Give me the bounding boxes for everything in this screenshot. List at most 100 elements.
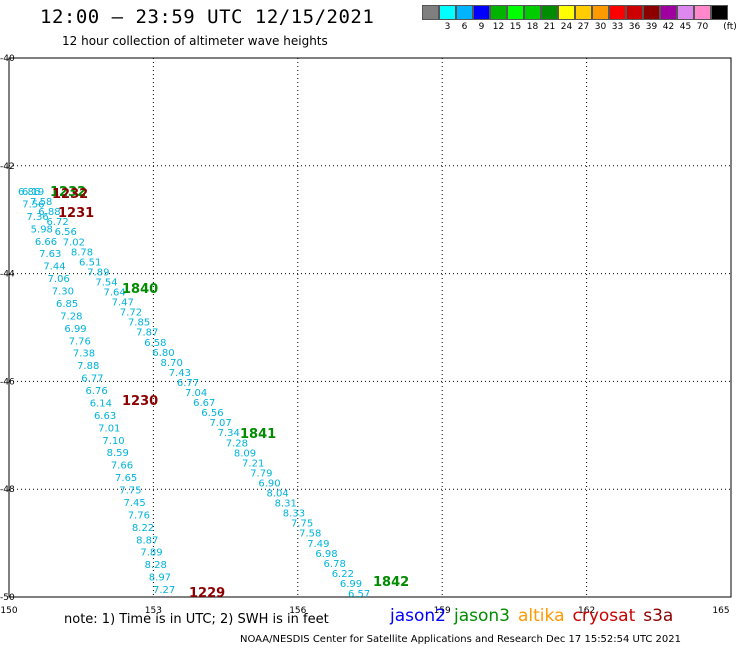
swh-value-track-b: 7.34 — [218, 428, 240, 439]
color-legend — [422, 5, 728, 20]
legend-tick-label: 27 — [577, 22, 590, 32]
legend-tick-label: 6 — [461, 22, 468, 32]
legend-tick-label: 18 — [526, 22, 539, 32]
pass-time-label: 1232 — [50, 185, 86, 200]
swh-value-track-b: 7.87 — [136, 328, 158, 339]
swh-value-track-a: 7.06 — [48, 274, 70, 285]
swh-value-track-b: 7.04 — [185, 388, 207, 399]
swh-value-track-b: 7.89 — [87, 267, 109, 278]
pass-time-label: 1229 — [189, 586, 225, 601]
lat-tick-label: -42 — [0, 162, 15, 172]
swh-value-track-a: 7.88 — [77, 361, 99, 372]
legend-tick-label: 39 — [645, 22, 658, 32]
swh-value-track-a: 7.66 — [111, 461, 133, 472]
swh-value-track-a: 8.59 — [107, 448, 129, 459]
swh-value-track-a: 7.36 — [26, 212, 48, 223]
swh-value-track-b: 8.78 — [71, 247, 93, 258]
legend-swatch — [422, 5, 439, 20]
lon-tick-label: 156 — [289, 606, 306, 616]
lon-tick-label: 162 — [578, 606, 595, 616]
lon-tick-label: 153 — [145, 606, 162, 616]
satellite-label-s3a: s3a — [643, 606, 674, 626]
legend-tick-label: 33 — [611, 22, 624, 32]
pass-time-label: 1230 — [122, 394, 158, 409]
swh-value-track-a: 7.65 — [115, 473, 137, 484]
legend-swatch — [643, 5, 660, 20]
swh-value-track-a: 7.76 — [69, 336, 91, 347]
swh-value-track-b: 7.85 — [128, 318, 150, 329]
legend-swatch — [677, 5, 694, 20]
swh-value-track-a: 7.30 — [52, 287, 74, 298]
legend-tick-label: 3 — [444, 22, 451, 32]
swh-value-track-b: 6.51 — [79, 257, 101, 268]
swh-value-track-a: 7.10 — [102, 436, 124, 447]
swh-value-track-b: 8.31 — [275, 499, 297, 510]
swh-value-track-a: 6.77 — [81, 374, 103, 385]
swh-value-track-a: 7.63 — [39, 249, 61, 260]
pass-time-label: 1232 — [52, 187, 88, 202]
lat-tick-label: -46 — [0, 377, 15, 387]
legend-swatch — [456, 5, 473, 20]
swh-value-track-b: 7.72 — [120, 308, 142, 319]
legend-tick-label: 70 — [696, 22, 709, 32]
swh-value-track-b: 6.72 — [46, 217, 68, 228]
satellite-key: jason2 jason3 altika cryosat s3a — [390, 606, 681, 626]
legend-swatch — [558, 5, 575, 20]
pass-time-label: 1840 — [122, 282, 158, 297]
swh-value-track-b: 6.88 — [38, 207, 60, 218]
swh-value-track-a: 7.76 — [128, 510, 150, 521]
satellite-label-cryosat: cryosat — [572, 606, 636, 626]
legend-tick-label: 36 — [628, 22, 641, 32]
swh-value-track-a: 6.85 — [56, 299, 78, 310]
legend-tick-label: 9 — [478, 22, 485, 32]
map-frame — [8, 57, 732, 598]
swh-value-track-b: 8.09 — [234, 448, 256, 459]
swh-value-track-a: 5.98 — [31, 224, 53, 235]
map-subtitle: 12 hour collection of altimeter wave hei… — [62, 34, 328, 48]
swh-value-track-a: 8.22 — [132, 523, 154, 534]
legend-tick-label: 12 — [492, 22, 505, 32]
swh-value-track-b: 7.49 — [307, 539, 329, 550]
swh-value-track-a: 7.75 — [119, 486, 141, 497]
swh-value-track-b: 6.57 — [348, 589, 370, 600]
legend-swatch — [524, 5, 541, 20]
legend-swatch — [626, 5, 643, 20]
legend-swatch — [473, 5, 490, 20]
lon-tick-label: 165 — [712, 606, 729, 616]
satellite-label-altika: altika — [518, 606, 565, 626]
swh-value-track-a: 7.56 — [22, 199, 44, 210]
legend-tick-label: 42 — [662, 22, 675, 32]
lat-tick-label: -44 — [0, 270, 15, 280]
legend-tick-label: 21 — [543, 22, 556, 32]
swh-value-track-b: 7.58 — [30, 197, 52, 208]
swh-value-track-a: 6.76 — [86, 386, 108, 397]
swh-value-track-a: 8.28 — [145, 560, 167, 571]
swh-value-track-b: 7.58 — [299, 529, 321, 540]
legend-tick-label: 30 — [594, 22, 607, 32]
pass-time-label: 1231 — [58, 206, 94, 221]
swh-value-track-b: 7.43 — [169, 368, 191, 379]
swh-value-track-b: 8.33 — [283, 509, 305, 520]
swh-value-track-a: 7.44 — [43, 262, 65, 273]
legend-swatch — [541, 5, 558, 20]
swh-value-track-b: 6.99 — [340, 579, 362, 590]
legend-tick-label: 45 — [679, 22, 692, 32]
swh-value-track-b: 6.77 — [177, 378, 199, 389]
satellite-label-jason3: jason3 — [454, 606, 510, 626]
swh-value-track-b: 7.28 — [226, 438, 248, 449]
swh-value-track-a: 7.01 — [98, 423, 120, 434]
swh-value-track-a: 7.38 — [73, 349, 95, 360]
legend-swatch — [592, 5, 609, 20]
swh-value-track-a: 7.27 — [153, 585, 175, 596]
swh-value-track-a: 7.45 — [123, 498, 145, 509]
legend-swatch — [439, 5, 456, 20]
swh-value-track-b: 6.78 — [324, 559, 346, 570]
swh-value-track-b: 7.07 — [209, 418, 231, 429]
swh-value-track-b: 7.75 — [291, 519, 313, 530]
legend-swatch — [660, 5, 677, 20]
lat-tick-label: -50 — [0, 593, 15, 603]
swh-value-track-a: 7.28 — [60, 311, 82, 322]
swh-value-track-b: 6.58 — [144, 338, 166, 349]
map-note: note: 1) Time is in UTC; 2) SWH is in fe… — [64, 612, 329, 627]
